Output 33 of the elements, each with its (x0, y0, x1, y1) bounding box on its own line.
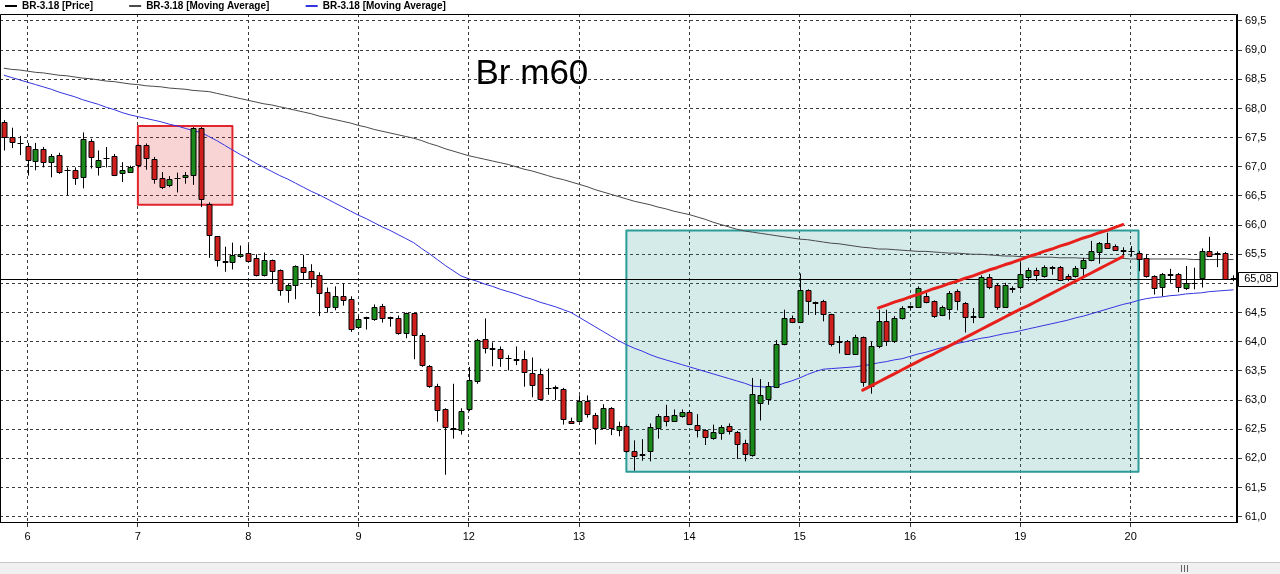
y-tick-label: 69,5 (1245, 14, 1267, 27)
x-tick-label: 14 (683, 529, 696, 542)
y-tick-label: 66,5 (1245, 189, 1267, 201)
legend-label: BR-3.18 [Moving Average] (146, 0, 270, 11)
y-tick-label: 68,0 (1245, 101, 1267, 114)
ref-line-label: 65,08 (1244, 272, 1272, 285)
x-tick-label: 13 (572, 529, 586, 542)
x-tick-label: 6 (24, 529, 31, 542)
y-tick-label: 68,5 (1245, 72, 1267, 85)
y-tick-label: 63,0 (1245, 393, 1267, 406)
y-tick-label: 66,0 (1245, 218, 1267, 231)
x-tick-label: 7 (134, 529, 141, 542)
y-tick-label: 62,5 (1245, 422, 1267, 435)
y-tick-label: 65,5 (1245, 247, 1267, 260)
x-tick-label: 8 (245, 529, 252, 542)
text: Br m60 (475, 52, 589, 91)
y-tick-label: 64,0 (1245, 334, 1267, 347)
x-tick-label: 12 (462, 529, 475, 542)
y-tick-label: 61,0 (1245, 509, 1267, 522)
x-tick-label: 19 (1014, 529, 1027, 542)
y-tick-label: 62,0 (1245, 451, 1267, 464)
legend-label: BR-3.18 [Price] (22, 0, 94, 11)
y-tick-label: 69,0 (1245, 43, 1267, 56)
y-tick-label: 63,5 (1245, 363, 1267, 376)
legend-label: BR-3.18 [Moving Average] (322, 0, 446, 11)
x-tick-label: 9 (355, 529, 362, 542)
y-tick-label: 67,0 (1245, 159, 1267, 172)
y-tick-label: 67,5 (1245, 130, 1267, 143)
y-tick-label: 64,5 (1245, 305, 1267, 318)
x-tick-label: 16 (903, 529, 917, 542)
x-tick-label: 20 (1124, 529, 1137, 542)
x-tick-label: 15 (793, 529, 806, 542)
y-tick-label: 61,5 (1245, 480, 1267, 493)
